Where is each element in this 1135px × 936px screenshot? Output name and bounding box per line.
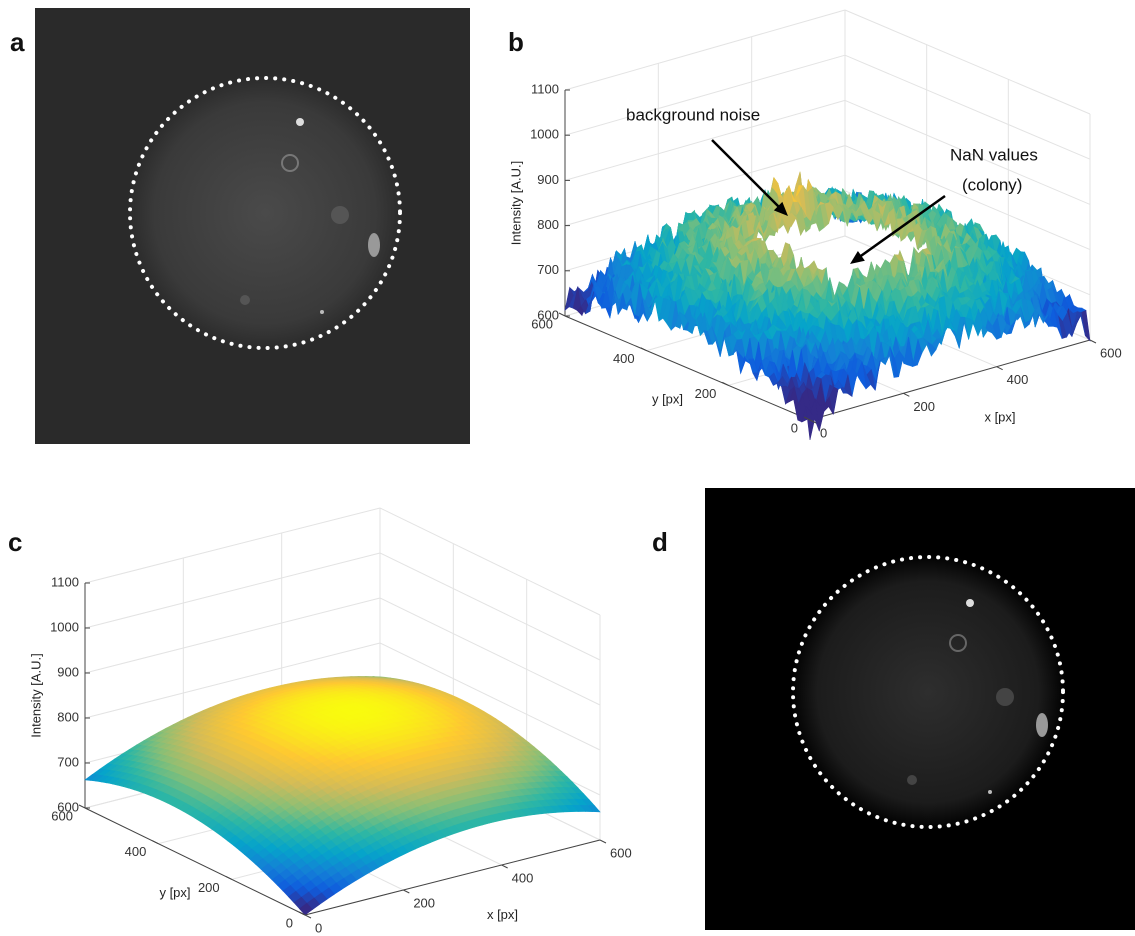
x-tick-label: 600 xyxy=(1100,345,1122,360)
z-tick-label: 900 xyxy=(537,172,559,187)
y-tick-label: 200 xyxy=(198,880,220,895)
x-tick-label: 200 xyxy=(913,399,935,414)
y-tick-label: 400 xyxy=(125,844,147,859)
panel-label: c xyxy=(8,527,22,557)
grid-line xyxy=(845,10,1090,114)
annotation: NaN values xyxy=(950,145,1038,164)
x-axis-label: x [px] xyxy=(984,409,1015,424)
z-tick-label: 700 xyxy=(57,754,79,769)
x-tick-label: 0 xyxy=(820,425,827,440)
tick-mark xyxy=(226,876,232,879)
grid-line xyxy=(845,55,1090,159)
z-axis-label: Intensity [A.U.] xyxy=(28,653,43,738)
tick-mark xyxy=(305,915,311,918)
tick-mark xyxy=(1090,340,1096,343)
z-axis-label: Intensity [A.U.] xyxy=(508,161,523,246)
grid-line xyxy=(380,508,600,615)
z-tick-label: 1100 xyxy=(531,81,559,96)
tick-mark xyxy=(403,890,409,893)
tick-mark xyxy=(79,805,85,808)
tick-mark xyxy=(903,393,909,396)
figure: a b c d 600 700 800 900 1000 1100 0 200 400 600 0 2… xyxy=(0,0,1135,936)
tick-mark xyxy=(600,840,606,843)
tick-mark xyxy=(152,841,158,844)
panel-label: b xyxy=(508,27,524,57)
y-tick-label: 0 xyxy=(286,915,293,930)
y-tick-label: 200 xyxy=(695,386,717,401)
annotation: background noise xyxy=(626,105,760,124)
z-tick-label: 900 xyxy=(57,664,79,679)
z-tick-label: 1100 xyxy=(51,574,79,589)
y-tick-label: 400 xyxy=(613,351,635,366)
panel-label: a xyxy=(10,27,25,57)
z-tick-label: 800 xyxy=(537,217,559,232)
y-tick-label: 600 xyxy=(51,808,73,823)
tick-mark xyxy=(722,382,728,385)
annotation: (colony) xyxy=(962,175,1022,194)
y-axis-label: y [px] xyxy=(159,885,190,900)
y-tick-label: 600 xyxy=(531,316,553,331)
z-tick-label: 1000 xyxy=(530,127,559,142)
grid-line xyxy=(85,553,380,628)
tick-mark xyxy=(502,865,508,868)
image-d xyxy=(705,488,1135,930)
grid-line xyxy=(85,598,380,673)
plot-3d xyxy=(79,508,606,918)
x-tick-label: 400 xyxy=(1007,372,1029,387)
tick-mark xyxy=(559,313,565,316)
tick-mark xyxy=(641,348,647,351)
z-tick-label: 800 xyxy=(57,709,79,724)
x-tick-label: 600 xyxy=(610,845,632,860)
tick-mark xyxy=(997,367,1003,370)
x-tick-label: 200 xyxy=(413,895,435,910)
grid-line xyxy=(565,10,845,90)
x-tick-label: 400 xyxy=(512,870,534,885)
z-tick-label: 700 xyxy=(537,262,559,277)
arrow xyxy=(712,140,780,208)
y-tick-label: 0 xyxy=(791,420,798,435)
x-axis-label: x [px] xyxy=(487,907,518,922)
arrow-head xyxy=(850,251,865,264)
z-tick-label: 1000 xyxy=(50,619,79,634)
x-tick-label: 0 xyxy=(315,920,322,935)
panel-label: d xyxy=(652,527,668,557)
grid-line xyxy=(85,508,380,583)
image-a xyxy=(35,8,470,444)
y-axis-label: y [px] xyxy=(652,391,683,406)
grid-line xyxy=(380,553,600,660)
